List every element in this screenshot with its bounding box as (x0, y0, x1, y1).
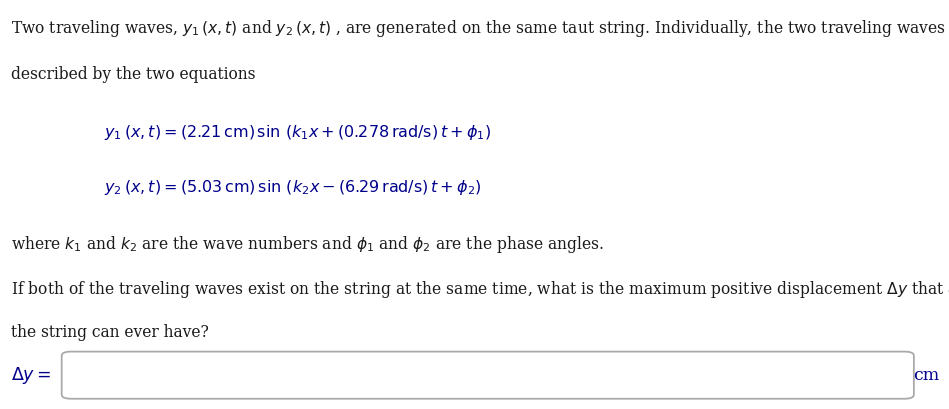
Text: $y_1\,(x,t) = (2.21\,\mathrm{cm})\,\sin\,(k_1 x + (0.278\,\mathrm{rad/s})\,t + \: $y_1\,(x,t) = (2.21\,\mathrm{cm})\,\sin\… (104, 123, 492, 142)
Text: If both of the traveling waves exist on the string at the same time, what is the: If both of the traveling waves exist on … (11, 278, 949, 299)
Text: $\Delta y =$: $\Delta y =$ (11, 364, 51, 386)
Text: where $k_1$ and $k_2$ are the wave numbers and $\phi_1$ and $\phi_2$ are the pha: where $k_1$ and $k_2$ are the wave numbe… (11, 233, 605, 254)
Text: Two traveling waves, $y_1\,(x,t)$ and $y_2\,(x,t)$ , are generated on the same t: Two traveling waves, $y_1\,(x,t)$ and $y… (11, 18, 949, 39)
Text: $y_2\,(x,t) = (5.03\,\mathrm{cm})\,\sin\,(k_2 x - (6.29\,\mathrm{rad/s})\,t + \p: $y_2\,(x,t) = (5.03\,\mathrm{cm})\,\sin\… (104, 178, 482, 197)
FancyBboxPatch shape (62, 352, 914, 399)
Text: described by the two equations: described by the two equations (11, 65, 256, 82)
Text: the string can ever have?: the string can ever have? (11, 323, 210, 340)
Text: cm: cm (913, 366, 940, 384)
